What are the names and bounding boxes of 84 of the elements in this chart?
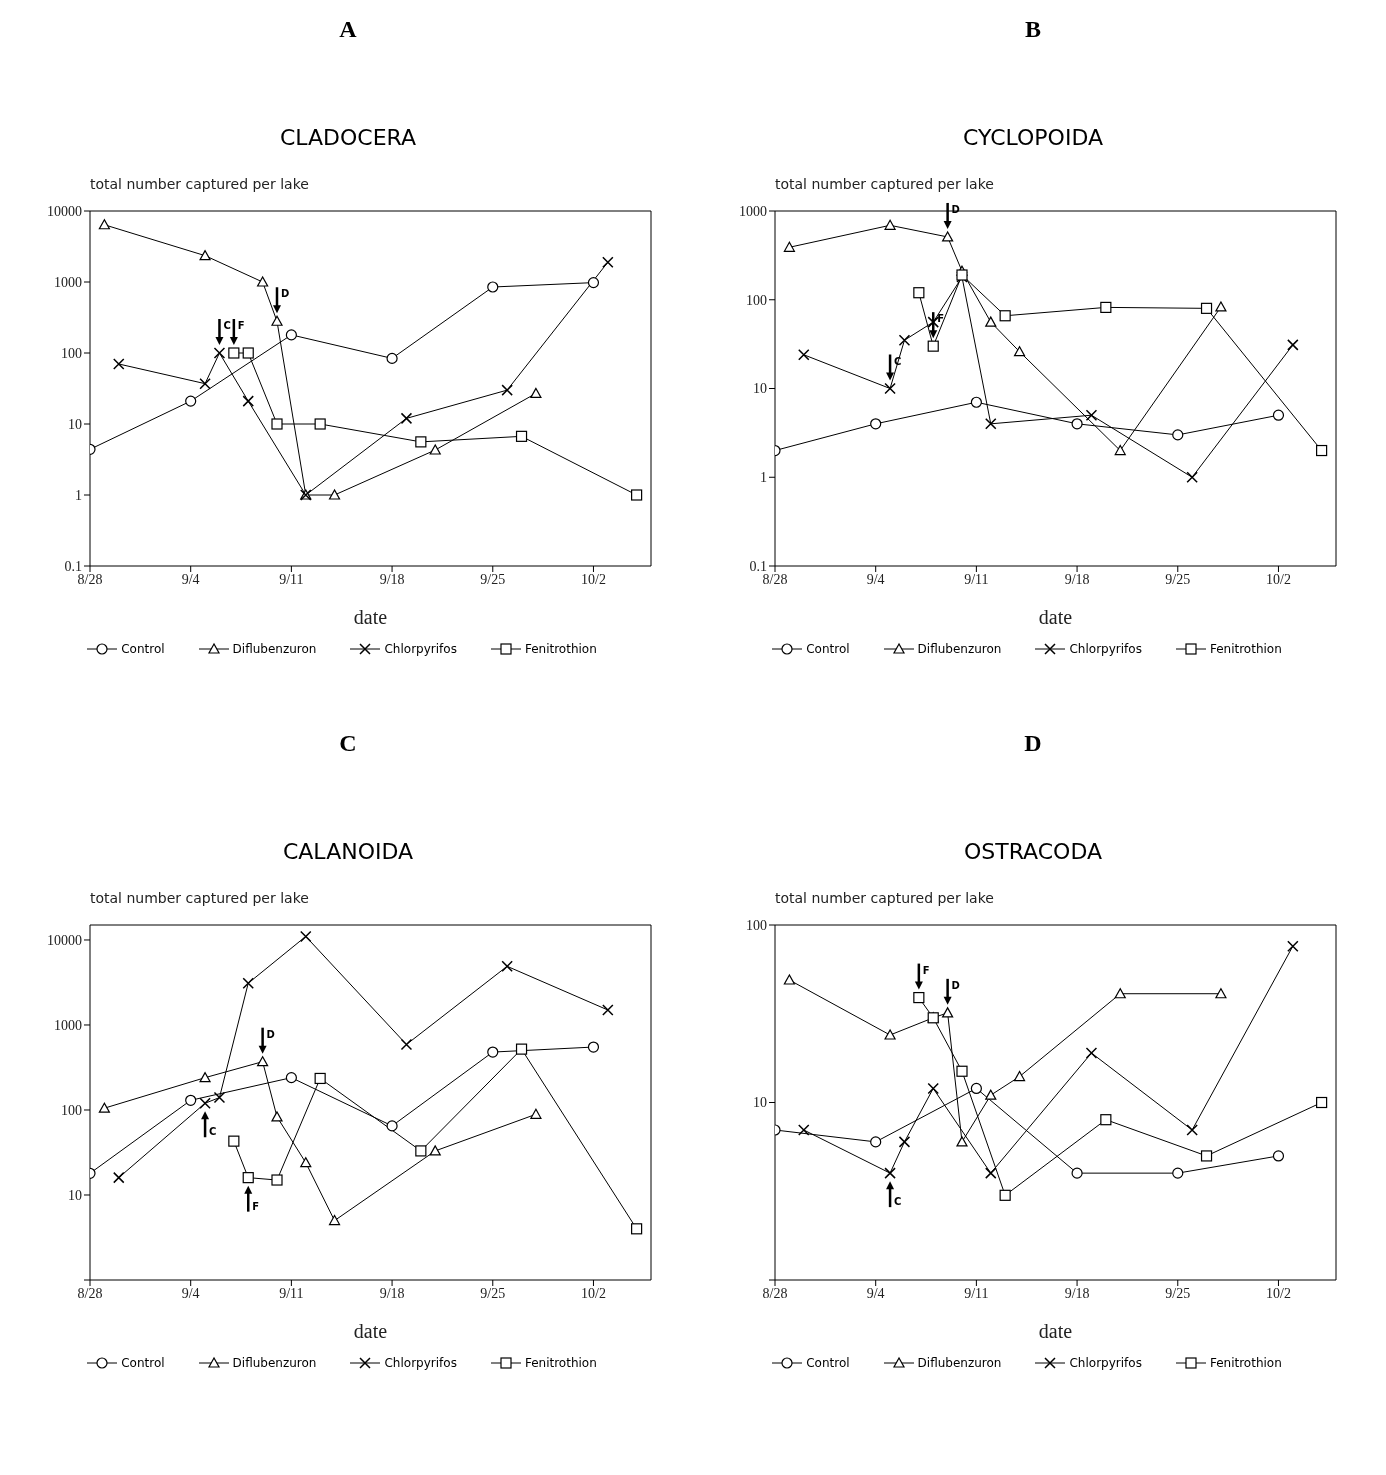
y-tick-label: 1000 [54,274,82,290]
y-tick-label: 0.1 [64,558,82,574]
y-tick-label: 10 [753,1095,767,1111]
legend-label: Control [120,1356,165,1370]
x-tick-label: 10/2 [581,571,606,587]
x-tick-label: 10/2 [1266,1285,1291,1301]
legend-label: Chlorpyrifos [1068,1356,1142,1370]
x-tick-label: 9/11 [964,571,989,587]
y-tick-label: 10000 [47,203,82,219]
legend-label: Control [805,642,850,656]
y-tick-label: 1000 [739,203,767,219]
annotation: D [266,1028,275,1040]
legend-label: Fenitrothion [523,642,597,656]
legend-label: Fenitrothion [1208,1356,1282,1370]
legend-label: Control [120,642,165,656]
x-tick-label: 9/25 [480,571,506,587]
annotation: C [223,320,231,331]
x-tick-label: 9/25 [1165,571,1191,587]
x-axis-title: date [353,1320,388,1342]
y-tick-label: 100 [746,292,767,308]
annotation: C [894,1196,902,1208]
chart-title: D [1024,730,1042,757]
x-axis-title: date [353,606,388,628]
annotation: F [922,964,930,976]
annotation: D [281,288,290,300]
y-tick-label: 10 [753,381,767,397]
y-tick-label: 10 [68,416,82,432]
chart-subtitle: CALANOIDA [282,839,414,864]
x-tick-label: 9/25 [480,1285,506,1301]
x-tick-label: 10/2 [581,1285,606,1301]
legend-label: Fenitrothion [523,1356,597,1370]
chart-title: C [339,730,357,757]
x-tick-label: 9/11 [279,571,304,587]
chart-title: B [1024,16,1041,43]
y-tick-label: 10 [68,1187,82,1203]
y-tick-label: 1000 [54,1017,82,1033]
annotation: C [209,1126,217,1138]
legend-label: Diflubenzuron [916,1356,1002,1370]
legend-label: Chlorpyrifos [1068,642,1142,656]
y-axis-title: total number captured per lake [774,890,995,906]
y-tick-label: 0.1 [749,558,767,574]
y-tick-label: 1 [760,470,767,486]
chart-subtitle: OSTRACODA [963,839,1103,864]
x-tick-label: 9/25 [1165,1285,1191,1301]
x-tick-label: 9/18 [1064,571,1090,587]
y-tick-label: 100 [61,1102,82,1118]
chart-subtitle: CYCLOPOIDA [962,125,1104,150]
x-tick-label: 8/28 [77,1285,103,1301]
legend-label: Control [805,1356,850,1370]
x-tick-label: 9/11 [279,1285,304,1301]
legend-label: Diflubenzuron [916,642,1002,656]
legend-label: Chlorpyrifos [383,1356,457,1370]
x-axis-title: date [1038,606,1073,628]
x-tick-label: 9/11 [964,1285,989,1301]
x-tick-label: 8/28 [762,571,788,587]
annotation: D [951,979,960,991]
annotation: D [951,203,960,215]
y-tick-label: 1 [75,487,82,503]
x-tick-label: 9/4 [866,571,885,587]
x-tick-label: 9/18 [379,571,405,587]
x-axis-title: date [1038,1320,1073,1342]
legend-label: Chlorpyrifos [383,642,457,656]
legend-label: Fenitrothion [1208,642,1282,656]
x-tick-label: 8/28 [762,1285,788,1301]
y-axis-title: total number captured per lake [774,176,995,192]
x-tick-label: 10/2 [1266,571,1291,587]
y-axis-title: total number captured per lake [89,176,310,192]
x-tick-label: 9/4 [866,1285,885,1301]
chart-title: A [339,16,357,43]
chart-subtitle: CLADOCERA [279,125,417,150]
y-tick-label: 10000 [47,932,82,948]
x-tick-label: 9/18 [1064,1285,1090,1301]
x-tick-label: 9/4 [181,571,200,587]
x-tick-label: 9/4 [181,1285,200,1301]
legend-label: Diflubenzuron [231,642,317,656]
y-axis-title: total number captured per lake [89,890,310,906]
annotation: F [252,1200,260,1212]
x-tick-label: 9/18 [379,1285,405,1301]
annotation: F [937,313,945,325]
annotation: F [237,320,245,331]
y-tick-label: 100 [746,917,767,933]
y-tick-label: 100 [61,345,82,361]
legend-label: Diflubenzuron [231,1356,317,1370]
x-tick-label: 8/28 [77,571,103,587]
